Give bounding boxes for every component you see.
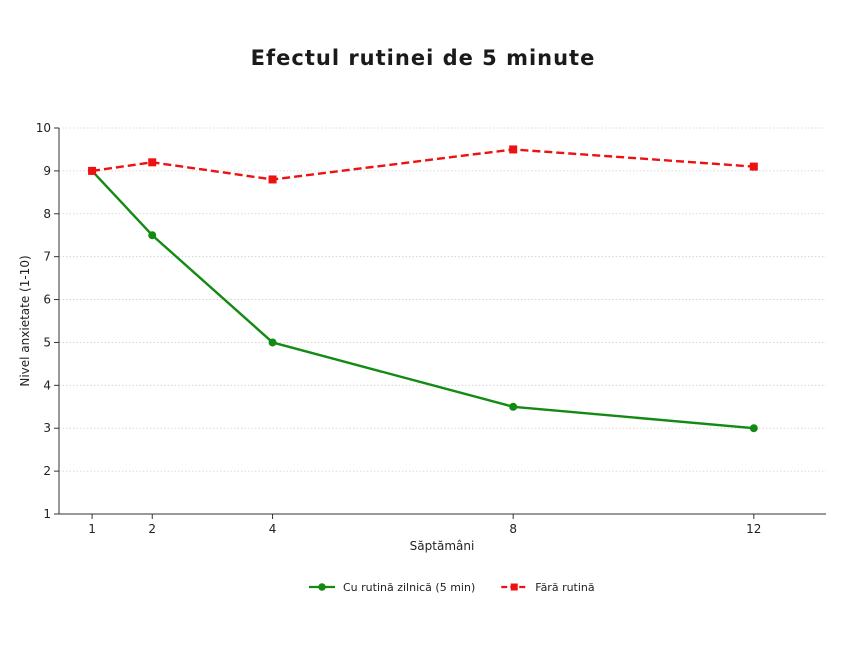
data-point bbox=[509, 402, 518, 411]
x-tick-label: 12 bbox=[746, 522, 761, 536]
y-tick-label: 7 bbox=[43, 250, 51, 264]
y-tick-label: 8 bbox=[43, 207, 51, 221]
y-tick-label: 9 bbox=[43, 164, 51, 178]
legend-marker bbox=[510, 583, 518, 591]
y-tick-label: 6 bbox=[43, 293, 51, 307]
legend-label: Cu rutină zilnică (5 min) bbox=[343, 581, 475, 594]
y-tick-label: 10 bbox=[36, 121, 51, 135]
data-point bbox=[148, 231, 157, 240]
data-point bbox=[268, 175, 277, 184]
y-tick-label: 3 bbox=[43, 421, 51, 435]
y-tick-label: 4 bbox=[43, 378, 51, 392]
series-2 bbox=[88, 145, 758, 184]
data-point bbox=[509, 145, 518, 154]
series-line bbox=[91, 148, 754, 181]
legend-marker bbox=[318, 583, 326, 591]
chart-title: Efectul rutinei de 5 minute bbox=[250, 46, 596, 70]
legend-item-1: Cu rutină zilnică (5 min) bbox=[309, 581, 475, 594]
x-axis-title: Săptămâni bbox=[410, 539, 475, 553]
data-point bbox=[148, 158, 157, 167]
y-ticks: 1 2 3 4 5 6 7 8 9 10 bbox=[36, 121, 59, 521]
x-ticks: 1 2 4 8 12 bbox=[88, 514, 761, 536]
x-tick-label: 2 bbox=[148, 522, 156, 536]
legend: Cu rutină zilnică (5 min) Fără rutină bbox=[309, 581, 595, 594]
grid bbox=[59, 127, 826, 472]
x-tick-label: 1 bbox=[88, 522, 96, 536]
y-axis-title: Nivel anxietate (1-10) bbox=[18, 255, 32, 386]
x-tick-label: 4 bbox=[269, 522, 277, 536]
data-point bbox=[88, 166, 97, 175]
data-point bbox=[749, 424, 758, 433]
y-tick-label: 5 bbox=[43, 335, 51, 349]
x-tick-label: 8 bbox=[509, 522, 517, 536]
y-tick-label: 2 bbox=[43, 464, 51, 478]
series bbox=[88, 145, 758, 433]
y-tick-label: 1 bbox=[43, 507, 51, 521]
data-point bbox=[268, 338, 277, 347]
data-point bbox=[749, 162, 758, 171]
axes bbox=[58, 128, 826, 515]
legend-item-2: Fără rutină bbox=[501, 581, 595, 594]
legend-label: Fără rutină bbox=[535, 581, 594, 594]
